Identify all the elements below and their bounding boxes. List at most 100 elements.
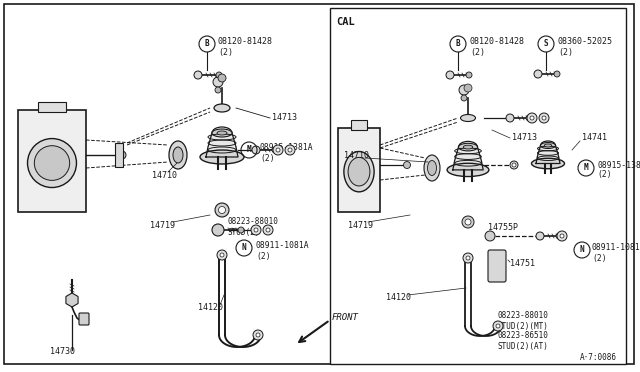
Circle shape	[534, 70, 542, 78]
Text: (2): (2)	[592, 253, 607, 263]
Text: (2): (2)	[558, 48, 573, 57]
FancyBboxPatch shape	[38, 102, 65, 112]
FancyBboxPatch shape	[338, 128, 380, 212]
Text: 08911-1081A: 08911-1081A	[256, 241, 310, 250]
Circle shape	[530, 116, 534, 120]
Text: 08223-88010: 08223-88010	[228, 218, 279, 227]
Text: 14710: 14710	[152, 170, 177, 180]
Circle shape	[118, 151, 126, 159]
FancyBboxPatch shape	[79, 313, 89, 325]
FancyBboxPatch shape	[488, 250, 506, 282]
Text: A·7:0086: A·7:0086	[580, 353, 617, 362]
Ellipse shape	[428, 160, 436, 176]
Text: B: B	[205, 39, 209, 48]
Text: 08120-81428: 08120-81428	[218, 38, 273, 46]
Text: N: N	[580, 246, 584, 254]
Text: 14120: 14120	[198, 304, 223, 312]
Circle shape	[215, 87, 221, 93]
Circle shape	[217, 250, 227, 260]
FancyBboxPatch shape	[351, 120, 367, 130]
Ellipse shape	[28, 138, 77, 187]
Text: (2): (2)	[260, 154, 275, 163]
Circle shape	[506, 114, 514, 122]
Ellipse shape	[458, 143, 477, 151]
Circle shape	[216, 72, 222, 78]
Text: 14730: 14730	[50, 347, 75, 356]
Circle shape	[273, 145, 283, 155]
Circle shape	[254, 228, 258, 232]
Text: 08915-1381A: 08915-1381A	[260, 144, 314, 153]
Ellipse shape	[531, 158, 564, 169]
Circle shape	[403, 161, 410, 169]
Text: 14741: 14741	[582, 134, 607, 142]
Text: 08911-1081A: 08911-1081A	[592, 244, 640, 253]
Circle shape	[194, 71, 202, 79]
Text: 14710: 14710	[344, 151, 369, 160]
Circle shape	[554, 71, 560, 77]
Circle shape	[463, 253, 473, 263]
Text: STUD(2)(AT): STUD(2)(AT)	[498, 341, 549, 350]
Text: 08120-81428: 08120-81428	[470, 38, 525, 46]
Ellipse shape	[544, 144, 552, 147]
Circle shape	[253, 330, 263, 340]
Circle shape	[556, 233, 562, 239]
Circle shape	[256, 333, 260, 337]
Ellipse shape	[173, 147, 183, 163]
Polygon shape	[66, 293, 78, 307]
Text: STUD(2): STUD(2)	[228, 228, 260, 237]
Circle shape	[218, 206, 225, 214]
Circle shape	[266, 228, 270, 232]
Polygon shape	[453, 147, 483, 170]
Ellipse shape	[447, 163, 489, 177]
Text: 14713: 14713	[512, 134, 537, 142]
FancyBboxPatch shape	[18, 110, 86, 212]
Circle shape	[466, 256, 470, 260]
Text: S: S	[544, 39, 548, 48]
Text: (2): (2)	[218, 48, 233, 57]
Circle shape	[557, 231, 567, 241]
Text: 14751: 14751	[510, 260, 535, 269]
Text: (2): (2)	[597, 170, 612, 180]
FancyBboxPatch shape	[4, 4, 634, 364]
Circle shape	[220, 253, 224, 257]
Ellipse shape	[424, 155, 440, 181]
Circle shape	[251, 225, 261, 235]
Text: CAL: CAL	[336, 17, 355, 27]
Ellipse shape	[348, 157, 370, 186]
Circle shape	[288, 148, 292, 152]
Circle shape	[466, 72, 472, 78]
Text: 08223-86510: 08223-86510	[498, 331, 549, 340]
Ellipse shape	[169, 141, 187, 169]
Circle shape	[493, 321, 503, 331]
Ellipse shape	[541, 142, 556, 148]
Circle shape	[512, 163, 516, 167]
Circle shape	[263, 225, 273, 235]
Polygon shape	[536, 145, 560, 164]
Text: 14120: 14120	[386, 294, 411, 302]
Circle shape	[218, 74, 226, 82]
FancyBboxPatch shape	[115, 143, 123, 167]
Circle shape	[252, 146, 260, 154]
Circle shape	[212, 224, 224, 236]
Circle shape	[496, 324, 500, 328]
Circle shape	[461, 95, 467, 101]
Circle shape	[527, 113, 537, 123]
Circle shape	[510, 161, 518, 169]
Ellipse shape	[200, 150, 244, 164]
Circle shape	[215, 203, 229, 217]
Text: B: B	[456, 39, 460, 48]
Ellipse shape	[344, 151, 374, 192]
Ellipse shape	[35, 146, 70, 180]
Circle shape	[485, 231, 495, 241]
Ellipse shape	[461, 115, 476, 122]
Circle shape	[276, 148, 280, 152]
Circle shape	[272, 147, 278, 153]
Text: 14719: 14719	[348, 221, 373, 230]
Text: STUD(2)(MT): STUD(2)(MT)	[498, 321, 549, 330]
Text: 14713: 14713	[272, 113, 297, 122]
Circle shape	[536, 232, 544, 240]
Text: FRONT: FRONT	[332, 314, 359, 323]
Circle shape	[238, 227, 244, 233]
Circle shape	[560, 234, 564, 238]
Text: M: M	[246, 145, 252, 154]
